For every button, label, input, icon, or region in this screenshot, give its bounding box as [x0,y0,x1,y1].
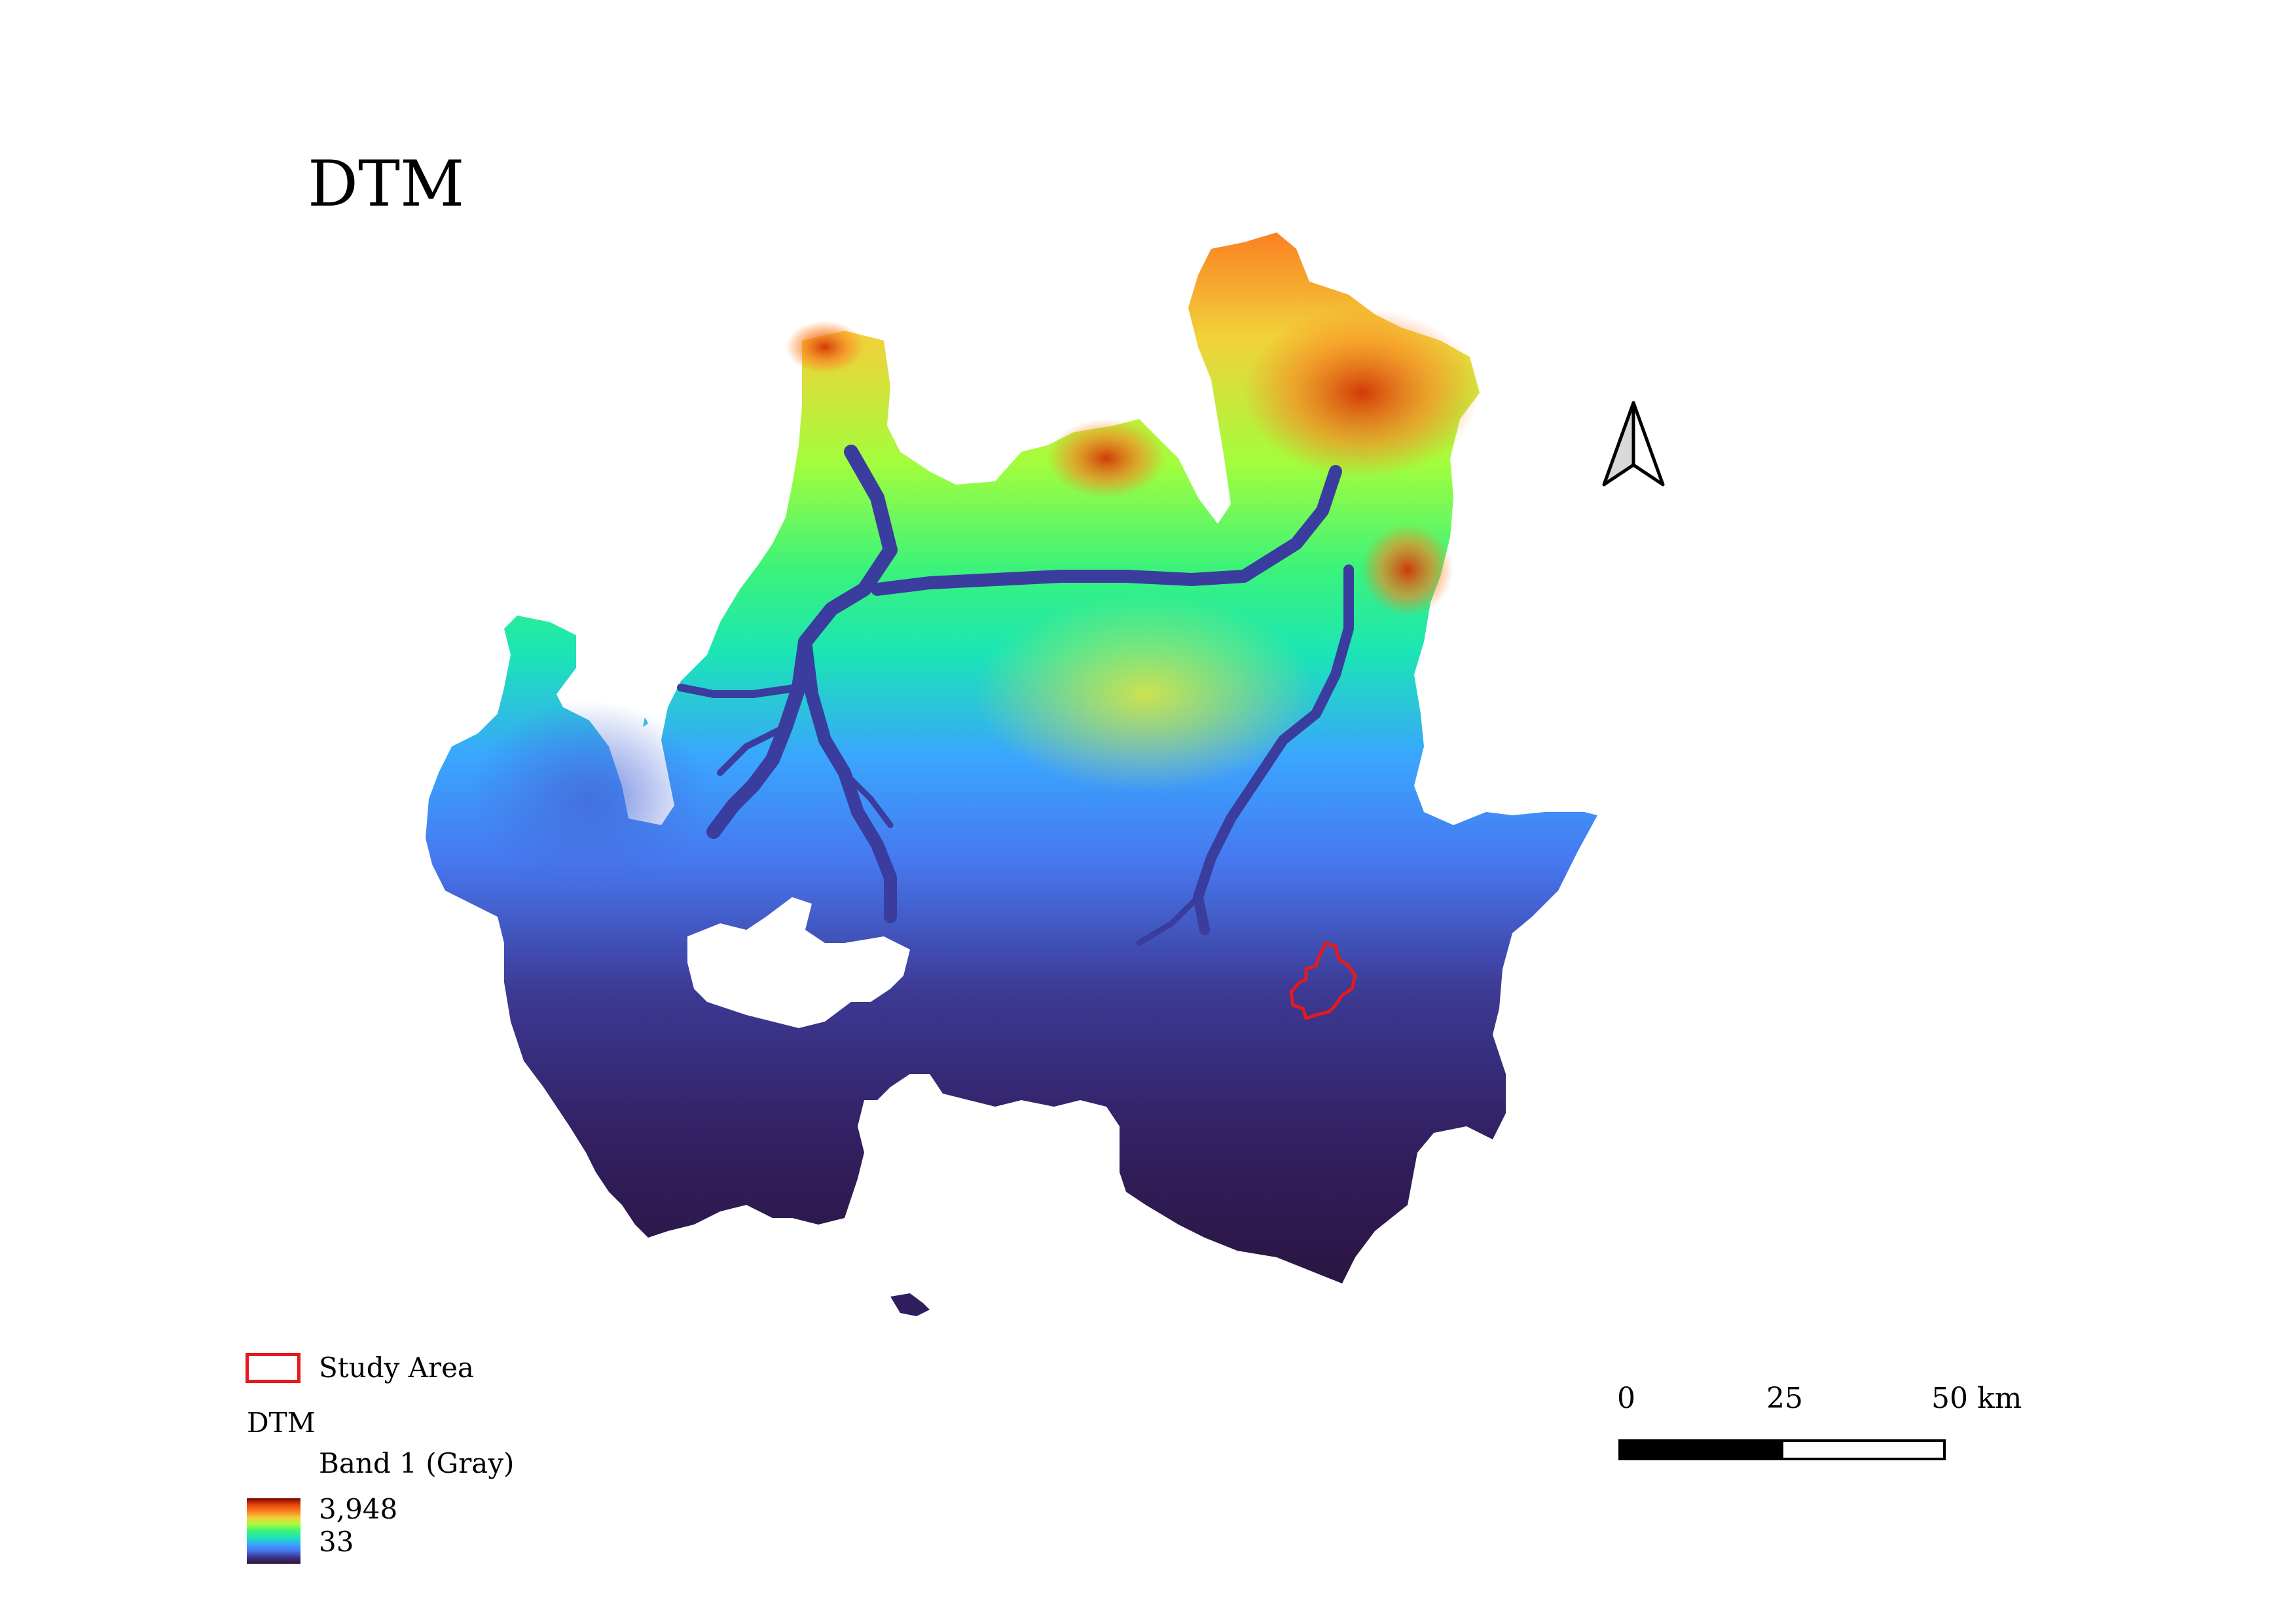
no-data-area [687,897,910,1028]
band-label: Band 1 (Gray) [319,1447,515,1479]
study-area-outline [1289,940,1357,1021]
north-arrow-icon [1602,401,1665,487]
scale-segment-black [1618,1439,1783,1460]
scale-label-25: 25 [1766,1382,1803,1415]
scale-label-50: 50 km [1931,1382,2022,1415]
study-area-swatch [246,1353,301,1383]
map-title: DTM [308,147,465,221]
ramp-min-label: 33 [319,1526,354,1558]
legend: Study Area DTM Band 1 (Gray) 3,948 33 [246,1349,704,1585]
river-network [677,445,1354,946]
scale-segment-white [1781,1439,1946,1460]
study-area-label: Study Area [319,1352,474,1384]
color-ramp [247,1498,301,1564]
scale-label-0: 0 [1617,1382,1635,1415]
layer-name: DTM [247,1407,316,1439]
scale-bar: 0 25 50 km [1617,1382,2022,1473]
ramp-max-label: 3,948 [319,1493,398,1525]
terrain-region [426,232,1597,1283]
islet [890,1293,930,1316]
